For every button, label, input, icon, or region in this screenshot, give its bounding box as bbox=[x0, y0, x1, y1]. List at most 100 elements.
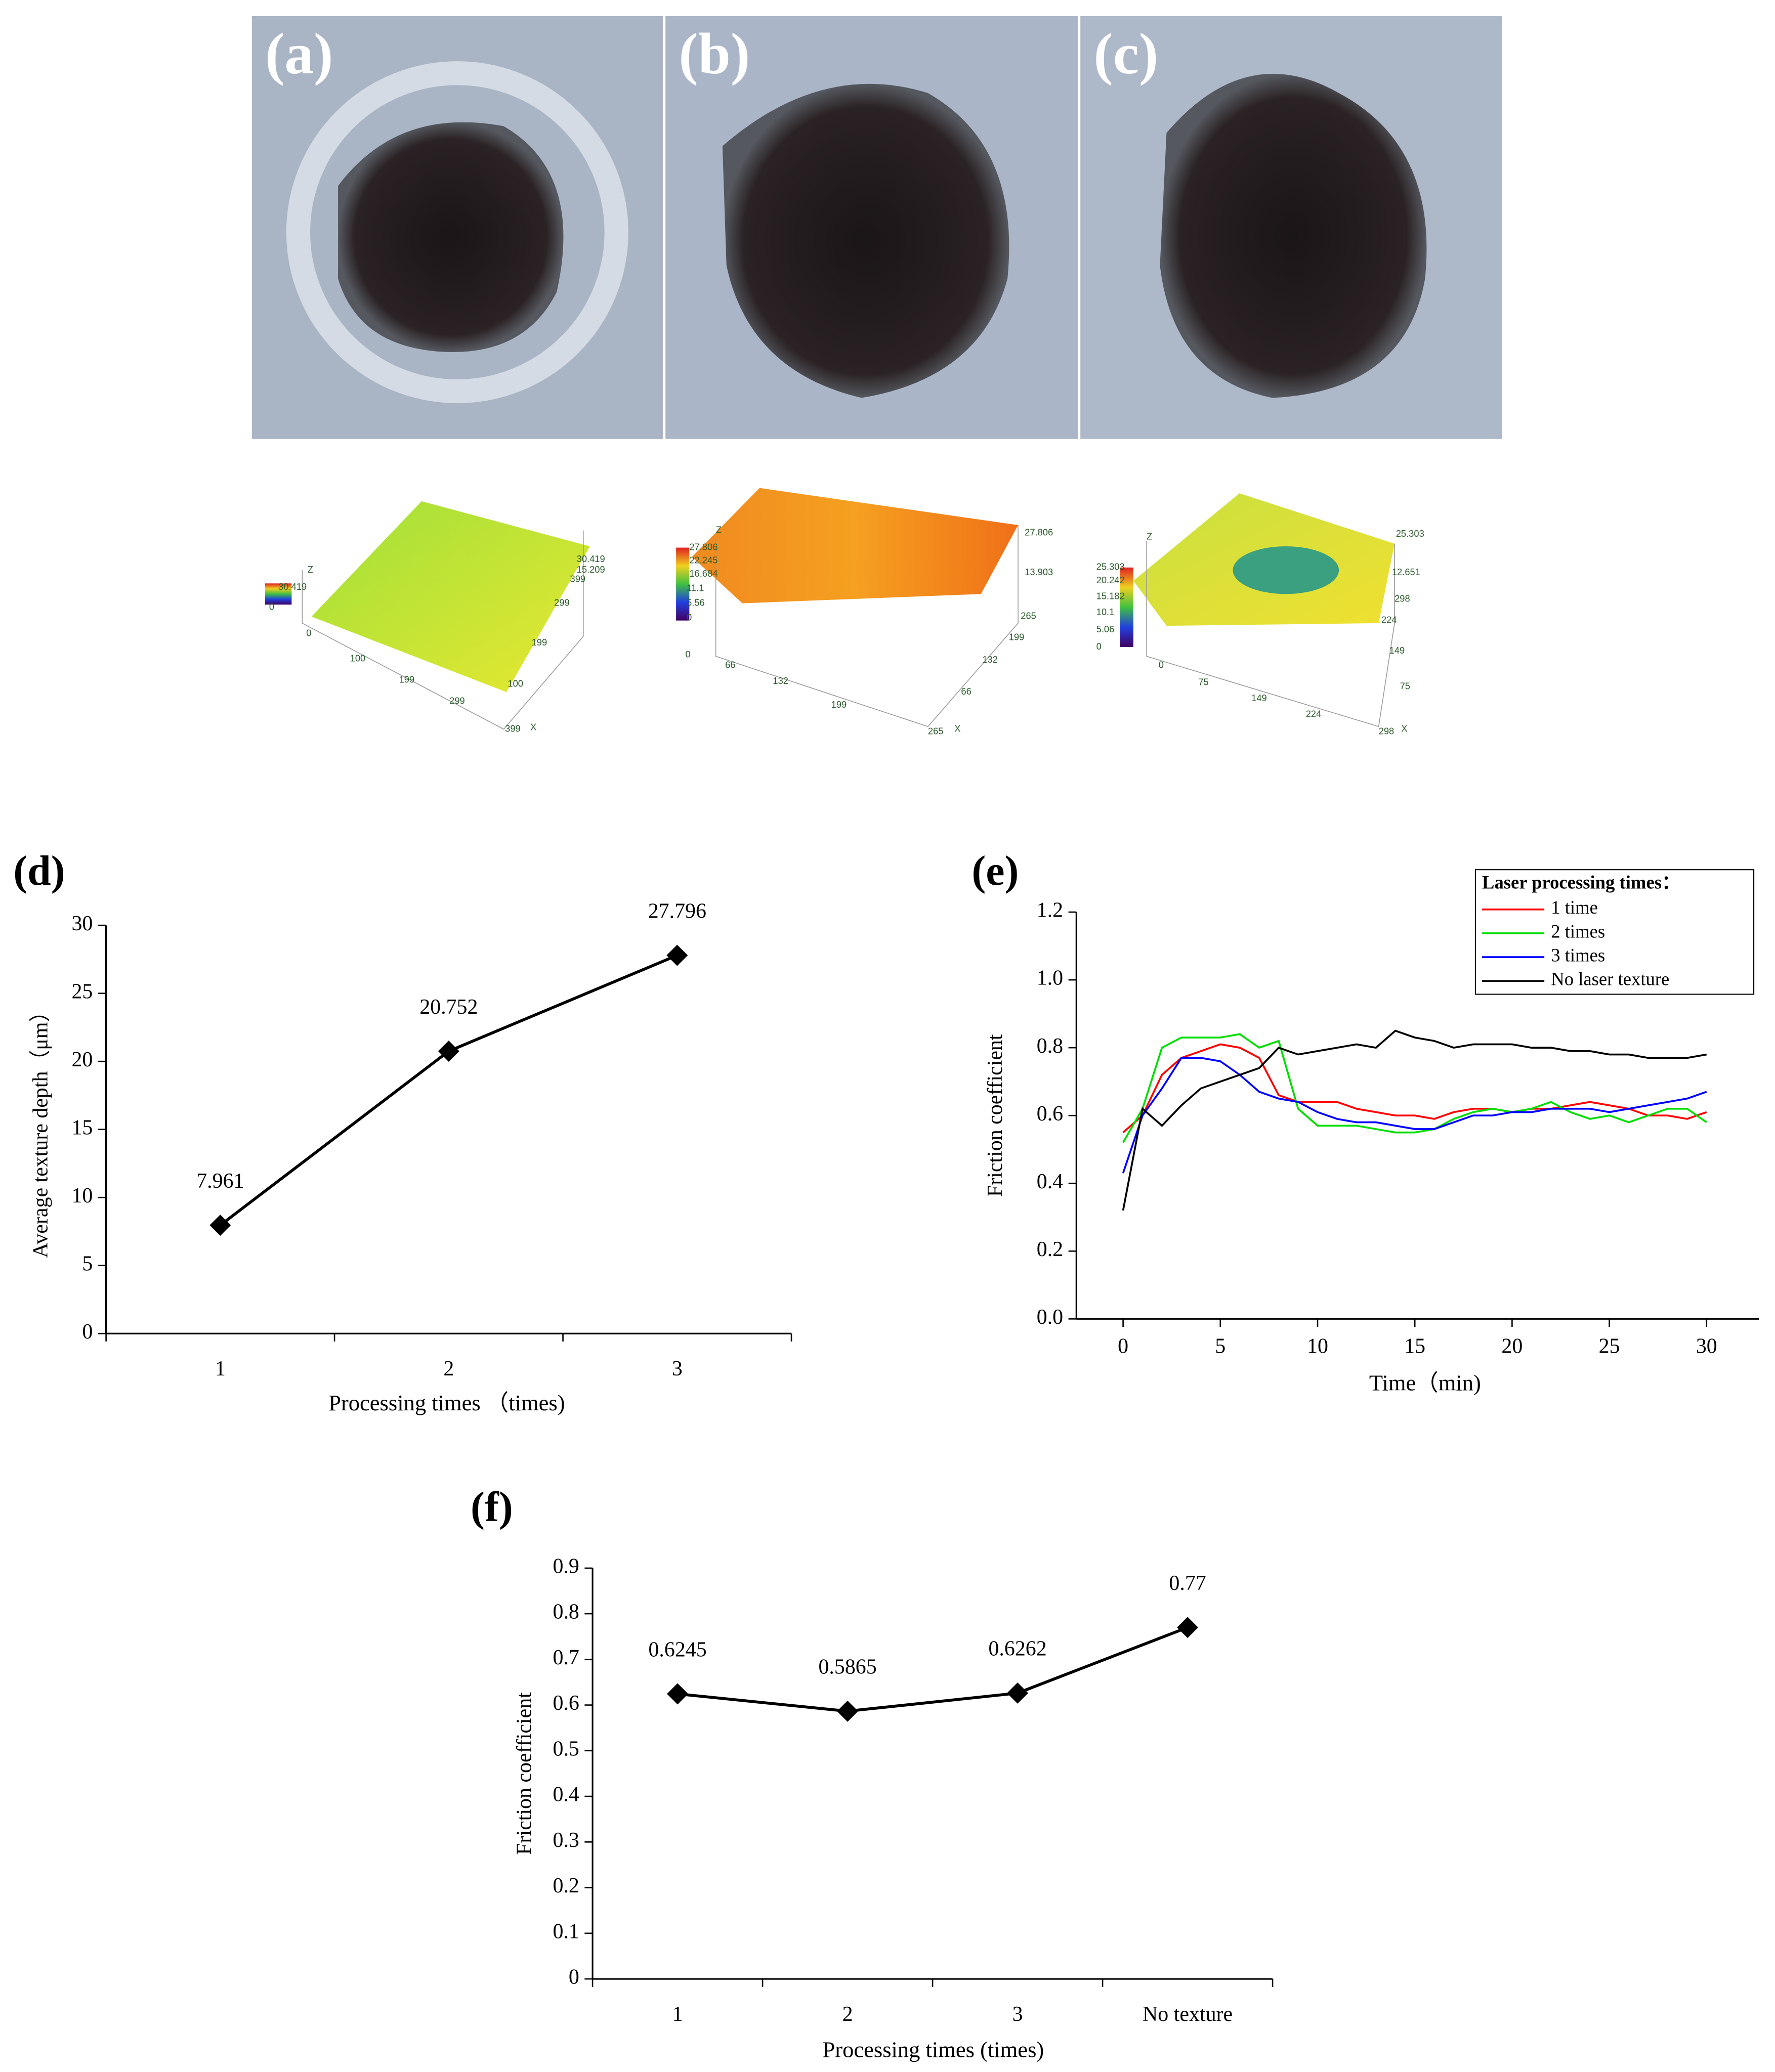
y-tick-label: 10 bbox=[71, 1184, 93, 1207]
data-label: 7.961 bbox=[196, 1170, 244, 1193]
photo-label: (b) bbox=[679, 21, 750, 86]
surface-label: Z bbox=[716, 524, 722, 535]
legend-title: Laser processing times： bbox=[1482, 872, 1680, 892]
y-tick-label: 0.8 bbox=[553, 1601, 579, 1624]
x-tick-label: No texture bbox=[1143, 2003, 1233, 2026]
surface bbox=[311, 501, 590, 693]
surface-label: 265 bbox=[928, 726, 944, 737]
y-tick-label: 0.3 bbox=[553, 1829, 579, 1852]
x-tick-label: 1 bbox=[215, 1357, 226, 1380]
x-tick-label: 3 bbox=[672, 1357, 683, 1380]
surface-label: 199 bbox=[532, 637, 547, 648]
surface-label: 0 bbox=[306, 628, 311, 638]
x-tick-label: 2 bbox=[443, 1357, 454, 1380]
y-tick-label: 0.7 bbox=[553, 1646, 579, 1669]
surface-label: 265 bbox=[1021, 611, 1036, 621]
surface-label: 224 bbox=[1306, 709, 1322, 719]
surface-label: 199 bbox=[831, 699, 847, 710]
surface-label: 27.806 bbox=[689, 541, 717, 552]
y-tick-label: 0.6 bbox=[1037, 1102, 1063, 1126]
surface-label: 298 bbox=[1379, 726, 1394, 737]
surface-label: 20.242 bbox=[1096, 575, 1125, 585]
surface-label: 66 bbox=[725, 660, 735, 670]
data-label: 27.796 bbox=[648, 899, 706, 923]
surface-label: Z bbox=[308, 564, 313, 575]
surface-label: 13.903 bbox=[1025, 567, 1053, 577]
pit bbox=[1233, 546, 1339, 594]
frame bbox=[1146, 541, 1395, 727]
surface-label: 100 bbox=[508, 678, 523, 688]
surface-label: 66 bbox=[961, 686, 971, 697]
data-point bbox=[1007, 1682, 1029, 1704]
y-tick-label: 1.2 bbox=[1037, 899, 1063, 922]
x-tick-label: 1 bbox=[672, 2003, 683, 2026]
data-line bbox=[1122, 1029, 1707, 1211]
surface-label: 132 bbox=[773, 675, 788, 686]
data-line bbox=[677, 1626, 1189, 1713]
surface-label: 298 bbox=[1394, 593, 1410, 604]
y-tick-label: 0.4 bbox=[553, 1783, 579, 1806]
y-tick-label: 25 bbox=[71, 980, 93, 1003]
x-tick-label: 25 bbox=[1599, 1335, 1620, 1358]
photo-ring bbox=[286, 61, 628, 404]
surface-label: 199 bbox=[1009, 632, 1025, 642]
y-tick-label: 1.0 bbox=[1037, 967, 1063, 990]
x-tick-label: 15 bbox=[1404, 1335, 1425, 1358]
photo-label: (c) bbox=[1093, 21, 1158, 86]
y-tick-label: 0.5 bbox=[553, 1737, 579, 1760]
surface-label: 149 bbox=[1251, 693, 1267, 703]
y-axis-label: Average texture depth（μm） bbox=[29, 1001, 52, 1258]
data-line bbox=[1122, 1043, 1707, 1134]
surface-label: 0 bbox=[685, 649, 690, 660]
frame bbox=[715, 525, 1019, 727]
x-tick-label: 20 bbox=[1501, 1335, 1523, 1358]
surface-label: 0 bbox=[1159, 660, 1164, 670]
surface-label: 30.419 bbox=[577, 553, 605, 564]
surface-label: X bbox=[954, 723, 960, 733]
y-tick-label: 0.8 bbox=[1037, 1034, 1063, 1058]
surface-label: 399 bbox=[570, 573, 586, 584]
surface-label: 149 bbox=[1389, 645, 1405, 656]
surface-label: 22.245 bbox=[689, 555, 717, 566]
surface-label: 299 bbox=[554, 597, 570, 608]
data-label: 0.6245 bbox=[648, 1638, 706, 1661]
y-tick-label: 0.9 bbox=[553, 1555, 579, 1578]
colorbar bbox=[1120, 567, 1133, 648]
surface-label: 132 bbox=[982, 654, 998, 665]
surface-label: 0 bbox=[1096, 641, 1102, 652]
surface-label: 5.56 bbox=[687, 597, 705, 608]
y-tick-label: 0.1 bbox=[553, 1920, 579, 1943]
surface-label: X bbox=[1401, 723, 1407, 733]
surface-label: 25.303 bbox=[1396, 528, 1424, 539]
data-label: 0.77 bbox=[1169, 1572, 1206, 1595]
crater bbox=[722, 83, 1009, 398]
surface bbox=[692, 488, 1019, 603]
y-tick-label: 0 bbox=[82, 1320, 93, 1344]
y-tick-label: 30 bbox=[71, 912, 93, 935]
surface-label: 100 bbox=[350, 653, 366, 663]
surface-label: 75 bbox=[1198, 677, 1208, 687]
chart-title: (e) bbox=[971, 847, 1019, 894]
y-tick-label: 0 bbox=[569, 1966, 579, 1989]
data-point bbox=[667, 1683, 689, 1705]
surface-label: Z bbox=[1147, 531, 1152, 541]
legend-label: No laser texture bbox=[1551, 969, 1669, 989]
x-axis-label: Processing times （times) bbox=[328, 1390, 565, 1415]
photo-label: (a) bbox=[265, 21, 333, 86]
surface-label: 5.06 bbox=[1096, 624, 1115, 634]
legend-label: 1 time bbox=[1551, 897, 1598, 918]
surface-label: 16.684 bbox=[689, 568, 717, 579]
surface-label: 15.182 bbox=[1096, 590, 1125, 601]
crater bbox=[1160, 73, 1427, 398]
legend-label: 2 times bbox=[1551, 921, 1605, 941]
surface-label: 15.209 bbox=[577, 564, 605, 575]
surface-label: 0 bbox=[269, 601, 274, 612]
surface-label: 299 bbox=[449, 695, 465, 706]
x-tick-label: 0 bbox=[1118, 1335, 1128, 1358]
data-line bbox=[1122, 1033, 1707, 1143]
x-tick-label: 10 bbox=[1307, 1335, 1328, 1358]
surface-label: 30.419 bbox=[278, 581, 307, 592]
legend-label: 3 times bbox=[1551, 945, 1605, 966]
data-line bbox=[1122, 1057, 1707, 1174]
